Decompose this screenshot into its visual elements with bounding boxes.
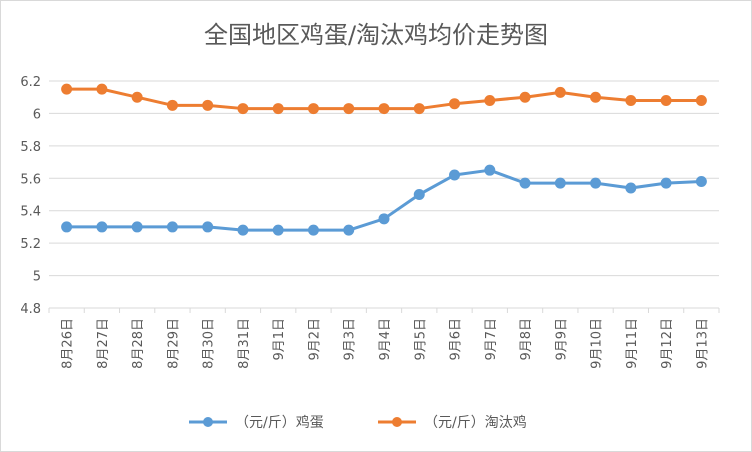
data-point: [166, 221, 178, 233]
data-point: [61, 83, 73, 95]
x-tick-label: 9月4日: [378, 318, 393, 361]
data-point: [61, 221, 73, 233]
x-tick-label: 9月12日: [660, 318, 675, 369]
y-tick-label: 5.8: [20, 140, 41, 155]
x-tick-label: 8月28日: [131, 318, 146, 369]
data-point: [660, 94, 672, 106]
x-tick-label: 9月3日: [343, 318, 358, 361]
data-point: [484, 94, 496, 106]
data-point: [202, 221, 214, 233]
data-point: [413, 189, 425, 200]
data-point: [202, 99, 214, 111]
x-tick-label: 9月10日: [590, 318, 605, 369]
data-point: [131, 91, 143, 103]
y-tick-label: 5: [33, 270, 41, 285]
legend-swatch-marker: [203, 417, 213, 427]
x-tick-label: 8月27日: [96, 318, 111, 369]
x-tick-label: 9月13日: [695, 318, 710, 369]
data-point: [166, 99, 178, 111]
data-point: [272, 224, 284, 236]
data-point: [237, 224, 249, 236]
x-tick-label: 8月30日: [202, 318, 217, 369]
legend-swatch-marker: [392, 417, 402, 427]
data-point: [554, 86, 566, 98]
data-point: [307, 103, 319, 115]
data-point: [96, 83, 108, 95]
data-point: [695, 176, 707, 188]
x-tick-label: 8月26日: [61, 318, 76, 369]
y-tick-label: 5.2: [20, 237, 41, 252]
x-tick-label: 8月29日: [166, 318, 181, 369]
data-point: [625, 182, 637, 194]
data-point: [554, 177, 566, 189]
data-point: [96, 221, 108, 233]
data-point: [449, 98, 461, 110]
data-point: [625, 94, 637, 106]
data-point: [378, 103, 390, 115]
x-tick-label: 9月7日: [484, 318, 499, 361]
data-point: [272, 103, 284, 115]
legend-label: （元/斤）鸡蛋: [235, 414, 324, 431]
data-point: [660, 177, 672, 189]
y-tick-label: 6.2: [20, 75, 41, 90]
data-point: [519, 177, 531, 189]
y-tick-label: 4.8: [20, 302, 41, 317]
data-point: [449, 169, 461, 181]
data-point: [307, 224, 319, 236]
data-point: [590, 177, 602, 189]
x-tick-label: 9月8日: [519, 318, 534, 361]
chart-title: 全国地区鸡蛋/淘汰鸡均价走势图: [203, 21, 549, 49]
data-point: [590, 91, 602, 103]
data-point: [413, 103, 425, 115]
data-point: [343, 103, 355, 115]
data-point: [343, 224, 355, 236]
data-point: [519, 91, 531, 103]
x-tick-label: 9月1日: [272, 318, 287, 361]
legend-label: （元/斤）淘汰鸡: [424, 414, 527, 431]
y-tick-label: 6: [33, 107, 41, 122]
x-tick-label: 9月2日: [307, 318, 322, 361]
x-tick-label: 9月11日: [625, 318, 640, 369]
x-tick-label: 9月5日: [413, 318, 428, 361]
data-point: [695, 94, 707, 106]
data-point: [484, 164, 496, 176]
y-tick-label: 5.6: [20, 172, 41, 187]
y-tick-label: 5.4: [20, 205, 41, 220]
x-tick-label: 9月9日: [554, 318, 569, 361]
x-tick-label: 8月31日: [237, 318, 252, 369]
data-point: [131, 221, 143, 233]
x-tick-label: 9月6日: [449, 318, 464, 361]
data-point: [237, 103, 249, 115]
data-point: [378, 213, 390, 225]
